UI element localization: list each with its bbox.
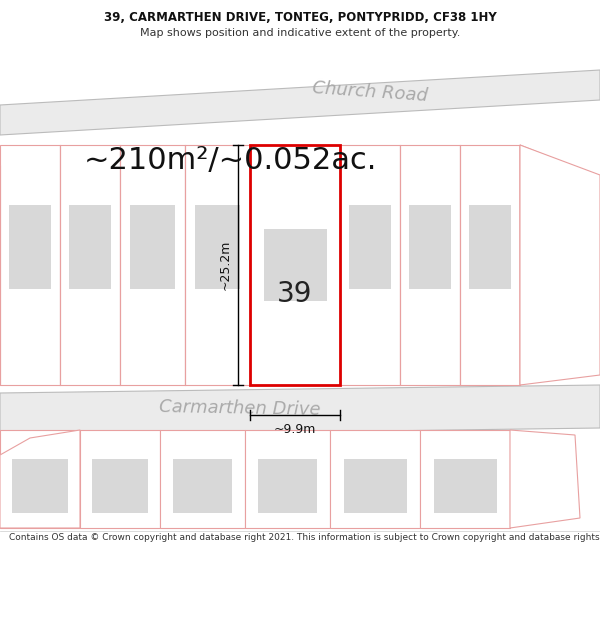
Bar — [258, 459, 317, 513]
Bar — [349, 205, 391, 289]
Bar — [409, 205, 451, 289]
Bar — [400, 145, 460, 385]
Polygon shape — [0, 70, 600, 135]
Text: ~210m²/~0.052ac.: ~210m²/~0.052ac. — [83, 146, 377, 174]
Text: ~25.2m: ~25.2m — [219, 240, 232, 290]
Bar — [433, 459, 497, 513]
Polygon shape — [0, 430, 80, 528]
Text: 39, CARMARTHEN DRIVE, TONTEG, PONTYPRIDD, CF38 1HY: 39, CARMARTHEN DRIVE, TONTEG, PONTYPRIDD… — [104, 11, 496, 24]
Bar — [245, 430, 330, 528]
Bar — [263, 229, 326, 301]
Bar — [69, 205, 111, 289]
Polygon shape — [510, 430, 580, 528]
Bar — [120, 145, 185, 385]
Bar — [12, 459, 68, 513]
Text: 39: 39 — [277, 280, 313, 308]
Bar — [0, 145, 60, 385]
Bar — [460, 145, 520, 385]
Text: ~9.9m: ~9.9m — [274, 423, 316, 436]
Bar — [0, 430, 80, 528]
Bar — [250, 145, 340, 385]
Bar — [420, 430, 510, 528]
Bar — [195, 205, 240, 289]
Text: Carmarthen Drive: Carmarthen Drive — [159, 398, 321, 418]
Bar — [60, 145, 120, 385]
Text: Church Road: Church Road — [312, 79, 428, 105]
Text: Map shows position and indicative extent of the property.: Map shows position and indicative extent… — [140, 28, 460, 38]
Bar — [160, 430, 245, 528]
Bar — [340, 145, 400, 385]
Bar — [469, 205, 511, 289]
Bar — [80, 430, 160, 528]
Bar — [92, 459, 148, 513]
Bar — [185, 145, 250, 385]
Bar — [330, 430, 420, 528]
Text: Contains OS data © Crown copyright and database right 2021. This information is : Contains OS data © Crown copyright and d… — [9, 533, 600, 542]
Polygon shape — [520, 145, 570, 385]
Bar — [173, 459, 232, 513]
Bar — [9, 205, 51, 289]
Polygon shape — [0, 385, 600, 436]
Polygon shape — [520, 145, 600, 385]
Bar — [130, 205, 175, 289]
Bar — [343, 459, 407, 513]
